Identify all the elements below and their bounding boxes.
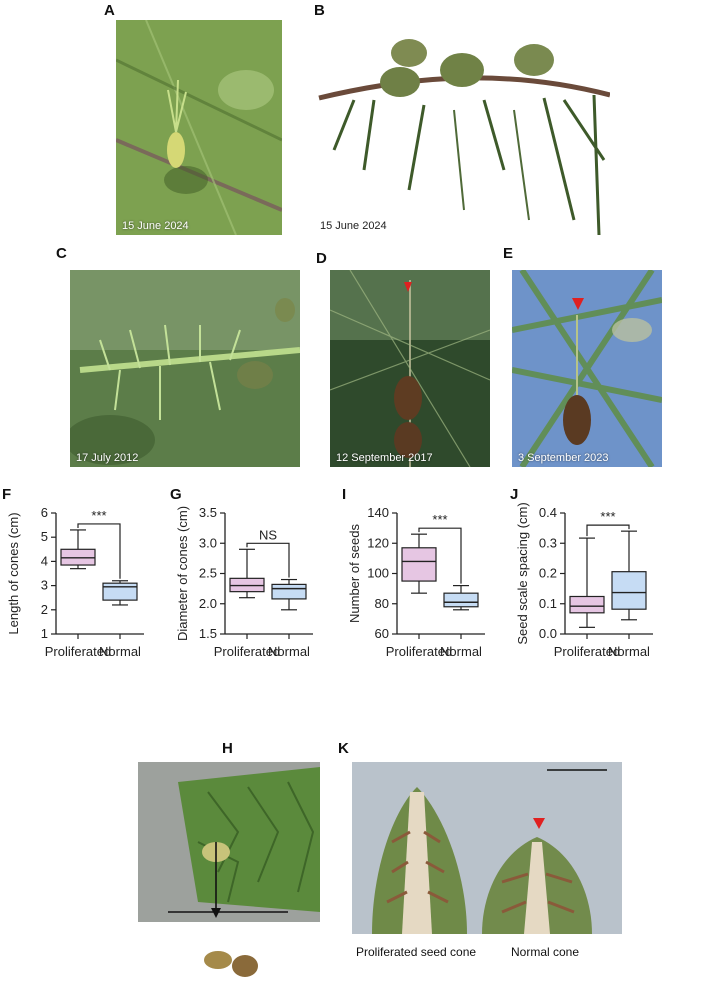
significance-bracket <box>418 527 462 584</box>
y-tick-label: 140 <box>367 505 389 520</box>
photo-date-c: 17 July 2012 <box>76 452 139 464</box>
y-tick-label: 3.5 <box>199 505 217 520</box>
y-axis-label: Length of cones (cm) <box>6 512 21 634</box>
photo-b-larch-cones-branch: 15 June 2024 <box>314 20 610 235</box>
y-tick-label: 1 <box>41 626 48 641</box>
cone-closeup-image <box>138 762 320 922</box>
photo-c-larch-proliferation: 17 July 2012 <box>70 270 300 467</box>
photo-date-e: 3 September 2023 <box>518 452 609 464</box>
photo-date-b: 15 June 2024 <box>320 220 387 232</box>
y-tick-label: 60 <box>375 626 389 641</box>
x-tick-label: Normal <box>268 644 310 659</box>
photo-date-a: 15 June 2024 <box>122 220 189 232</box>
cones-on-branch-image <box>314 20 610 235</box>
photo-a-larch-seed-cone: 15 June 2024 <box>116 20 282 235</box>
significance-label: *** <box>600 509 615 524</box>
panel-label-j: J <box>510 486 518 503</box>
significance-label: NS <box>259 527 277 542</box>
caption-normal-cone: Normal cone <box>511 945 580 959</box>
x-tick-label: Normal <box>440 644 482 659</box>
panel-label-a: A <box>104 2 115 19</box>
y-tick-label: 6 <box>41 505 48 520</box>
y-tick-label: 0.1 <box>539 596 557 611</box>
box-proliferated <box>401 547 437 582</box>
seed-shape <box>232 955 258 977</box>
significance-bracket <box>77 523 121 579</box>
y-tick-label: 2.0 <box>199 596 217 611</box>
panel-label-b: B <box>314 2 325 19</box>
significance-label: *** <box>91 508 106 523</box>
photo-k-cone-sections <box>352 762 622 934</box>
red-arrowhead-icon <box>533 818 545 829</box>
panel-label-d: D <box>316 250 327 267</box>
y-axis-label: Seed scale spacing (cm) <box>515 502 530 644</box>
red-arrowhead-icon <box>572 298 584 310</box>
box-proliferated <box>569 595 605 614</box>
panel-label-g: G <box>170 486 182 503</box>
caption-proliferated-seed-cone: Proliferated seed cone <box>356 945 477 959</box>
significance-bracket <box>586 524 630 537</box>
box-normal <box>271 583 307 600</box>
y-tick-label: 0.4 <box>539 505 557 520</box>
dark-cone-image <box>330 270 490 467</box>
seed-shape <box>204 951 232 969</box>
y-tick-label: 3.0 <box>199 535 217 550</box>
x-tick-label: Proliferated <box>554 644 620 659</box>
x-tick-label: Proliferated <box>386 644 452 659</box>
x-tick-label: Normal <box>608 644 650 659</box>
photo-h-dissected-cone <box>138 762 320 922</box>
y-tick-label: 0.0 <box>539 626 557 641</box>
y-axis-label: Number of seeds <box>347 524 362 623</box>
y-tick-label: 80 <box>375 596 389 611</box>
green-shoot-image <box>70 270 300 467</box>
cone-cross-section-image <box>352 762 622 934</box>
x-tick-label: Proliferated <box>214 644 280 659</box>
photo-date-d: 12 September 2017 <box>336 452 433 464</box>
y-tick-label: 4 <box>41 553 48 568</box>
panel-label-k: K <box>338 740 349 757</box>
box-normal <box>102 582 138 601</box>
panel-label-i: I <box>342 486 346 503</box>
panel-label-c: C <box>56 245 67 262</box>
y-tick-label: 2.5 <box>199 566 217 581</box>
red-arrowhead-icon <box>404 282 412 292</box>
y-tick-label: 120 <box>367 535 389 550</box>
arrow-down-icon <box>211 908 221 918</box>
box-normal <box>443 592 479 608</box>
x-tick-label: Normal <box>99 644 141 659</box>
panel-label-e: E <box>503 245 514 262</box>
y-axis-label: Diameter of cones (cm) <box>175 506 190 641</box>
y-tick-label: 0.2 <box>539 566 557 581</box>
photo-e-proliferated-cone: 3 September 2023 <box>512 270 662 467</box>
y-tick-label: 5 <box>41 529 48 544</box>
arrow-to-seeds <box>204 842 258 977</box>
y-tick-label: 3 <box>41 578 48 593</box>
panel-label-h: H <box>222 740 233 757</box>
y-tick-label: 1.5 <box>199 626 217 641</box>
conifer-branch-image <box>116 20 282 235</box>
x-tick-label: Proliferated <box>45 644 111 659</box>
panel-label-f: F <box>2 486 11 503</box>
y-tick-label: 2 <box>41 602 48 617</box>
significance-label: *** <box>432 512 447 527</box>
y-tick-label: 0.3 <box>539 535 557 550</box>
significance-bracket <box>246 542 290 578</box>
box-normal <box>611 571 647 610</box>
photo-d-proliferated-cone: 12 September 2017 <box>330 270 490 467</box>
blue-sky-cone-image <box>512 270 662 467</box>
y-tick-label: 100 <box>367 566 389 581</box>
